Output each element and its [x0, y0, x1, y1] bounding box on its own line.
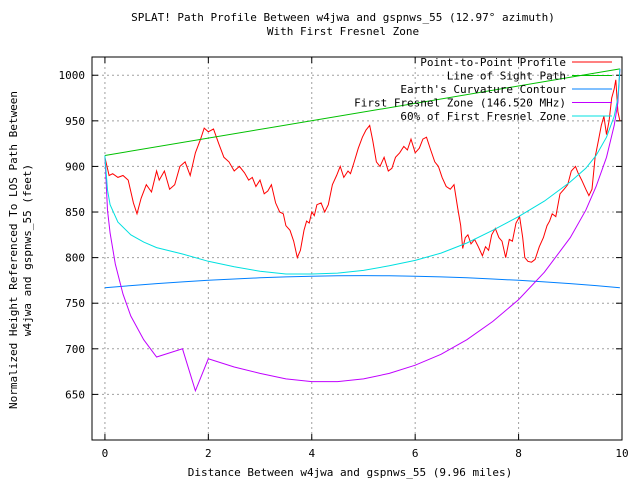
legend-label: First Fresnel Zone (146.520 MHz)	[354, 97, 566, 110]
x-axis-label: Distance Between w4jwa and gspnws_55 (9.…	[188, 466, 513, 479]
y-tick-label: 800	[65, 252, 85, 265]
x-tick-label: 8	[515, 447, 522, 460]
y-tick-label: 850	[65, 206, 85, 219]
x-tick-label: 0	[102, 447, 109, 460]
plot-frame	[91, 56, 623, 441]
series-line-point-to-point-profile	[104, 79, 621, 263]
series-line-60-of-first-fresnel-zone	[104, 68, 621, 275]
legend-label: Earth's Curvature Contour	[400, 83, 566, 96]
y-tick-label: 900	[65, 160, 85, 173]
x-tick-label: 4	[308, 447, 315, 460]
y-tick-label: 700	[65, 343, 85, 356]
y-tick-label: 1000	[59, 69, 86, 82]
series-line-earth-s-curvature-contour	[104, 275, 620, 289]
y-axis-label-line2: w4jwa and gspnws_55 (feet)	[21, 164, 34, 336]
series-layer	[104, 68, 621, 393]
y-tick-label: 750	[65, 297, 85, 310]
legend-label: Point-to-Point Profile	[420, 56, 566, 69]
axis-ticks: 0 2 4 6 8 10 650 700 750 800 850 900 950 1000	[59, 57, 629, 460]
x-tick-label: 2	[205, 447, 212, 460]
series-line-line-of-sight-path	[104, 68, 620, 156]
grid	[92, 57, 623, 440]
x-tick-label: 6	[412, 447, 419, 460]
legend-label: 60% of First Fresnel Zone	[400, 110, 566, 123]
y-axis-label-line1: Normalized Height Referenced To LOS Path…	[7, 91, 20, 409]
y-tick-label: 950	[65, 115, 85, 128]
chart-title: SPLAT! Path Profile Between w4jwa and gs…	[131, 11, 555, 24]
legend-label: Line of Sight Path	[447, 70, 566, 83]
chart-subtitle: With First Fresnel Zone	[267, 25, 419, 38]
x-tick-label: 10	[615, 447, 628, 460]
series-line-first-fresnel-zone-146-520-mhz	[104, 68, 621, 393]
y-tick-label: 650	[65, 388, 85, 401]
